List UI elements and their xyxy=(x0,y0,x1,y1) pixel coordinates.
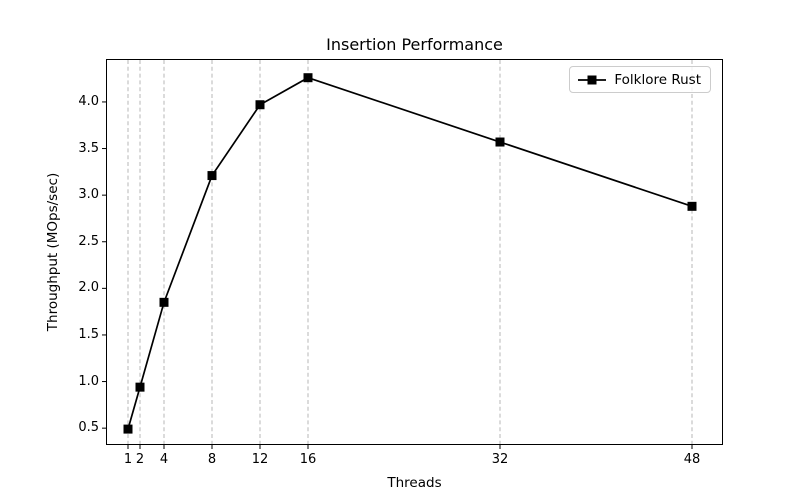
x-tick-label: 8 xyxy=(207,452,217,467)
x-tick-label: 4 xyxy=(159,452,169,467)
y-tick-label: 4.0 xyxy=(78,93,99,109)
data-point-marker xyxy=(255,100,265,110)
plot-canvas xyxy=(102,60,697,449)
series-line xyxy=(127,76,693,430)
legend-label: Folklore Rust xyxy=(614,71,701,88)
y-tick-label: 2.0 xyxy=(78,280,99,296)
data-point-marker xyxy=(495,137,505,147)
y-tick-label: 3.5 xyxy=(78,140,99,156)
y-tick-label: 0.5 xyxy=(78,420,99,436)
x-tick-label: 1 xyxy=(123,452,133,467)
legend-line-marker-icon xyxy=(578,75,607,84)
y-tick-label: 1.5 xyxy=(78,326,99,342)
chart-title: Insertion Performance xyxy=(326,35,503,54)
plot-area: Folklore Rust xyxy=(102,59,723,449)
y-tick-label: 2.5 xyxy=(78,233,99,249)
x-tick-label: 12 xyxy=(251,452,269,467)
data-point-marker xyxy=(207,171,217,181)
x-tick-label: 16 xyxy=(299,452,317,467)
data-point-marker xyxy=(303,73,313,83)
x-tick-label: 48 xyxy=(683,452,701,467)
data-point-marker xyxy=(123,424,133,434)
x-axis-title: Threads xyxy=(387,475,442,491)
data-point-marker xyxy=(135,382,145,392)
data-point-marker xyxy=(159,297,169,307)
data-point-marker xyxy=(687,201,697,211)
legend: Folklore Rust xyxy=(569,66,711,93)
y-tick-label: 3.0 xyxy=(78,187,99,203)
y-tick-label: 1.0 xyxy=(78,373,99,389)
y-axis-title: Throughput (MOps/sec) xyxy=(45,172,61,332)
x-tick-label: 32 xyxy=(491,452,509,467)
x-tick-label: 2 xyxy=(135,452,145,467)
